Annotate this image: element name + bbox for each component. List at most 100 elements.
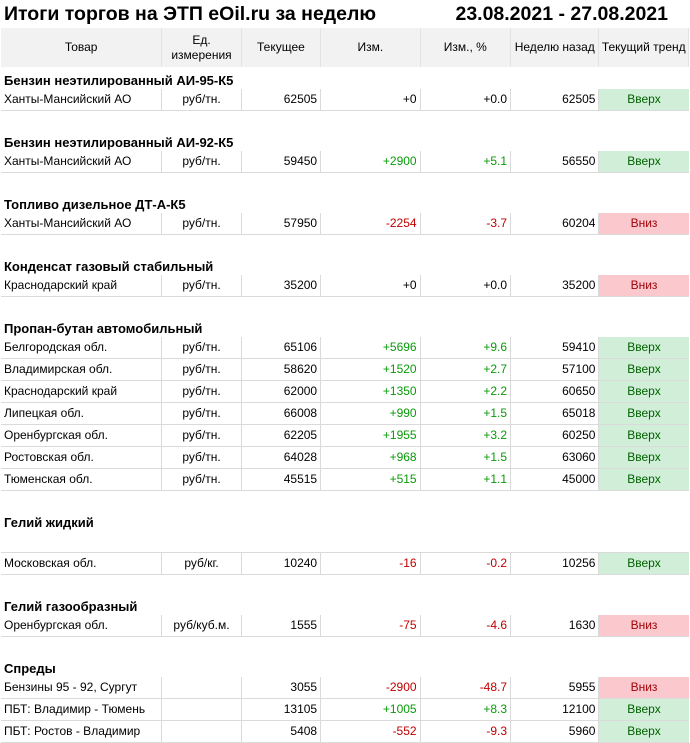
current-cell: 35200 <box>241 275 322 297</box>
trend-badge: Вверх <box>598 337 689 359</box>
unit-cell: руб/тн. <box>161 468 242 491</box>
table-row: Владимирская обл. руб/тн. 58620 +1520 +2.7 57… <box>1 358 689 381</box>
trend-badge: Вниз <box>598 275 689 297</box>
unit-cell: руб/тн. <box>161 380 242 403</box>
prev-cell: 60204 <box>510 213 600 235</box>
prev-cell: 5955 <box>510 677 600 699</box>
report-period: 23.08.2021 - 27.08.2021 <box>455 3 668 25</box>
prev-cell: 35200 <box>510 275 600 297</box>
change-pct-cell: +2.2 <box>420 380 512 403</box>
table-row: Липецкая обл. руб/тн. 66008 +990 +1.5 65018 Вв… <box>1 402 689 425</box>
current-cell: 10240 <box>241 552 322 575</box>
header-good: Товар <box>1 28 163 67</box>
change-pct-cell: +1.5 <box>420 446 512 469</box>
change-pct-cell: +9.6 <box>420 337 512 359</box>
prev-cell: 59410 <box>510 337 600 359</box>
section-header-row: Бензин неэтилированный АИ-92-К5 <box>1 111 689 152</box>
current-cell: 1555 <box>241 615 322 637</box>
change-cell: -2900 <box>320 677 421 699</box>
unit-cell: руб/тн. <box>161 424 242 447</box>
change-pct-cell: -48.7 <box>420 677 512 699</box>
change-cell: -16 <box>320 552 421 575</box>
current-cell: 64028 <box>241 446 322 469</box>
section-title: Спреды <box>4 661 56 676</box>
change-cell: +1520 <box>320 358 421 381</box>
unit-cell: руб/тн. <box>161 89 242 111</box>
report-title: Итоги торгов на ЭТП eOil.ru за неделю <box>4 3 377 25</box>
unit-cell <box>161 698 242 721</box>
trend-badge: Вверх <box>598 358 689 381</box>
prev-cell: 60650 <box>510 380 600 403</box>
change-cell: +0 <box>320 275 421 297</box>
unit-cell <box>161 677 242 699</box>
section-header-row: Спреды <box>1 637 689 678</box>
change-pct-cell: +1.1 <box>420 468 512 491</box>
change-pct-cell: -9.3 <box>420 720 512 743</box>
prev-cell: 62505 <box>510 89 600 111</box>
prices-table: Товар Ед. измерения Текущее Изм. Изм., %… <box>1 28 689 743</box>
region-cell: Оренбургская обл. <box>1 424 163 447</box>
change-pct-cell: -0.2 <box>420 552 512 575</box>
unit-cell: руб/тн. <box>161 358 242 381</box>
header-trend: Текущий тренд <box>598 28 689 67</box>
table-row: Оренбургская обл. руб/тн. 62205 +1955 +3.2 60… <box>1 424 689 447</box>
current-cell: 66008 <box>241 402 322 425</box>
region-cell: Краснодарский край <box>1 380 163 403</box>
change-pct-cell: -4.6 <box>420 615 512 637</box>
section-title: Бензин неэтилированный АИ-95-К5 <box>4 73 234 88</box>
current-cell: 57950 <box>241 213 322 235</box>
change-cell: -75 <box>320 615 421 637</box>
spacer-row <box>1 531 689 553</box>
header-prev: Неделю назад <box>510 28 600 67</box>
current-cell: 59450 <box>241 151 322 173</box>
table-row: ПБТ: Ростов - Владимир 5408 -552 -9.3 5960 Вв… <box>1 720 689 743</box>
current-cell: 58620 <box>241 358 322 381</box>
change-cell: +2900 <box>320 151 421 173</box>
prev-cell: 63060 <box>510 446 600 469</box>
trend-badge: Вверх <box>598 446 689 469</box>
section-header-row: Конденсат газовый стабильный <box>1 235 689 276</box>
region-cell: Оренбургская обл. <box>1 615 163 637</box>
prev-cell: 65018 <box>510 402 600 425</box>
trend-badge: Вверх <box>598 151 689 173</box>
region-cell: Бензины 95 - 92, Сургут <box>1 677 163 699</box>
current-cell: 62505 <box>241 89 322 111</box>
region-cell: Ханты-Мансийский АО <box>1 151 163 173</box>
section-header-row: Гелий газообразный <box>1 575 689 616</box>
change-pct-cell: +1.5 <box>420 402 512 425</box>
change-cell: +515 <box>320 468 421 491</box>
current-cell: 45515 <box>241 468 322 491</box>
table-row: Белгородская обл. руб/тн. 65106 +5696 +9.6 59… <box>1 337 689 359</box>
region-cell: ПБТ: Владимир - Тюмень <box>1 698 163 721</box>
change-pct-cell: +0.0 <box>420 89 512 111</box>
change-pct-cell: +8.3 <box>420 698 512 721</box>
prev-cell: 12100 <box>510 698 600 721</box>
table-row: Бензины 95 - 92, Сургут 3055 -2900 -48.7 595… <box>1 677 689 699</box>
current-cell: 5408 <box>241 720 322 743</box>
header-unit: Ед. измерения <box>161 28 242 67</box>
section-header-row: Гелий жидкий <box>1 491 689 532</box>
table-row: Ханты-Мансийский АО руб/тн. 62505 +0 +0.0 625… <box>1 89 689 111</box>
unit-cell: руб/тн. <box>161 402 242 425</box>
unit-cell: руб/тн. <box>161 213 242 235</box>
spacer-cell <box>1 531 689 553</box>
prev-cell: 57100 <box>510 358 600 381</box>
section-title: Гелий газообразный <box>4 599 138 614</box>
trend-badge: Вниз <box>598 677 689 699</box>
trend-badge: Вверх <box>598 424 689 447</box>
table-body: Бензин неэтилированный АИ-95-К5 Ханты-Ман… <box>1 67 689 743</box>
trend-badge: Вверх <box>598 402 689 425</box>
table-row: Московская обл. руб/кг. 10240 -16 -0.2 10256 В… <box>1 552 689 575</box>
region-cell: ПБТ: Ростов - Владимир <box>1 720 163 743</box>
change-cell: +1350 <box>320 380 421 403</box>
region-cell: Ханты-Мансийский АО <box>1 89 163 111</box>
section-title: Бензин неэтилированный АИ-92-К5 <box>4 135 234 150</box>
unit-cell: руб/тн. <box>161 275 242 297</box>
current-cell: 65106 <box>241 337 322 359</box>
region-cell: Тюменская обл. <box>1 468 163 491</box>
current-cell: 62000 <box>241 380 322 403</box>
unit-cell: руб/тн. <box>161 446 242 469</box>
trend-badge: Вверх <box>598 89 689 111</box>
change-cell: +1005 <box>320 698 421 721</box>
section-title: Конденсат газовый стабильный <box>4 259 214 274</box>
